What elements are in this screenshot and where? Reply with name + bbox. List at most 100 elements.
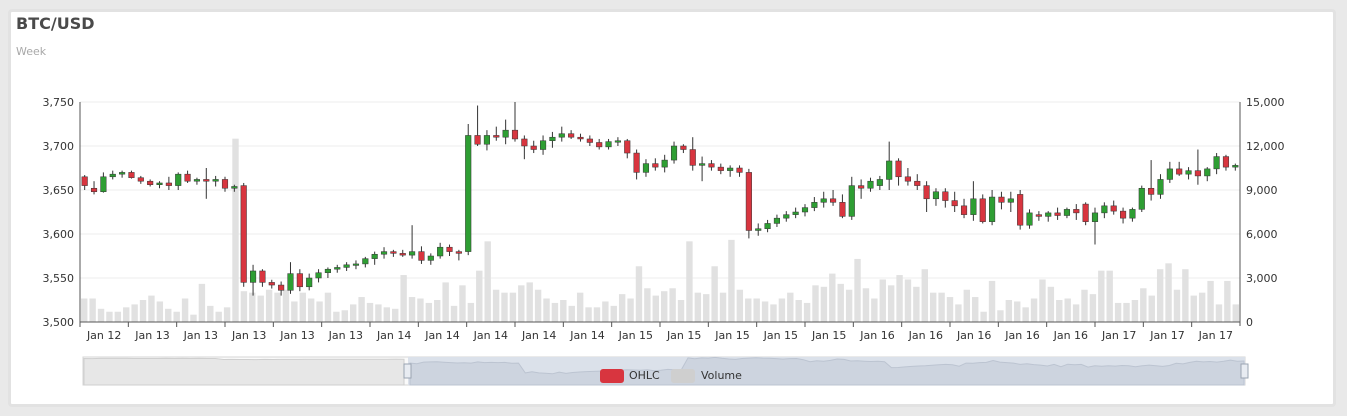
candle-body <box>979 198 986 222</box>
candle <box>876 175 883 190</box>
candle-body <box>876 179 883 186</box>
candle <box>540 135 547 155</box>
candle-body <box>558 133 565 138</box>
candle <box>315 269 322 283</box>
candle <box>867 177 874 192</box>
candle-body <box>1063 209 1070 216</box>
candle-body <box>689 149 696 166</box>
candle <box>680 144 687 154</box>
volume-bar <box>560 300 567 322</box>
volume-bar <box>1232 304 1239 322</box>
volume-bar <box>568 305 575 322</box>
volume-bar <box>181 298 189 322</box>
candle-body <box>652 163 659 168</box>
volume-bar <box>677 300 685 322</box>
candle <box>511 102 519 142</box>
y-volume-tick-label: 6,000 <box>1246 228 1278 241</box>
candle <box>371 251 378 265</box>
candle <box>586 135 593 146</box>
volume-bar <box>963 289 971 322</box>
volume-bar <box>518 285 525 322</box>
volume-bar <box>1215 304 1223 322</box>
volume-bar <box>988 280 996 322</box>
candle-body <box>858 185 865 189</box>
candle <box>1232 163 1239 171</box>
volume-bar <box>644 288 651 322</box>
candle-layer <box>81 102 1239 296</box>
candle <box>521 135 528 160</box>
candle-body <box>1185 170 1192 175</box>
candle-body <box>380 251 388 255</box>
candle-body <box>960 205 968 215</box>
navigator-right-handle[interactable] <box>1240 363 1249 379</box>
volume-bar <box>728 239 735 322</box>
candle <box>409 225 416 259</box>
candle <box>596 138 603 150</box>
navigator[interactable] <box>82 356 1249 386</box>
volume-bar <box>929 292 937 322</box>
candle-body <box>521 138 528 147</box>
x-tick-label: Jan 16 <box>1053 329 1088 342</box>
candle-body <box>614 140 621 143</box>
y-volume-tick-label: 9,000 <box>1246 184 1278 197</box>
candle <box>699 156 706 182</box>
candle-body <box>1157 179 1164 195</box>
candle <box>203 168 210 199</box>
volume-bar <box>492 289 500 322</box>
candle-body <box>240 185 247 283</box>
volume-bar <box>997 310 1004 322</box>
candle <box>820 191 827 208</box>
candle-body <box>989 196 996 222</box>
volume-bar <box>375 304 382 322</box>
candle <box>960 198 968 219</box>
navigator-left-handle[interactable] <box>403 363 412 379</box>
volume-bar <box>383 307 391 322</box>
volume-bar <box>265 289 273 322</box>
candle <box>979 194 986 224</box>
legend-item-volume[interactable]: Volume <box>671 369 742 383</box>
x-tick-label: Jan 17 <box>1198 329 1233 342</box>
legend-item-ohlc[interactable]: OHLC <box>600 369 660 383</box>
candle-body <box>455 251 462 254</box>
candle-body <box>642 163 650 173</box>
candle-body <box>596 142 603 148</box>
volume-bar <box>879 279 886 322</box>
volume-bar <box>534 289 542 322</box>
volume-bar <box>1089 294 1097 322</box>
x-tick-label: Jan 13 <box>183 329 218 342</box>
candle-body <box>203 179 210 182</box>
volume-bar <box>812 285 819 322</box>
volume-bar <box>484 241 491 322</box>
candle <box>1222 154 1230 171</box>
candle-body <box>1222 156 1230 168</box>
candle-body <box>390 251 397 254</box>
volume-bar <box>392 308 399 322</box>
candle-body <box>483 135 490 145</box>
volume-bar <box>972 297 979 322</box>
candle-body <box>306 277 313 288</box>
candle-body <box>699 163 706 166</box>
candle-body <box>502 129 509 138</box>
candle-body <box>1045 212 1052 217</box>
volume-bar <box>635 266 643 322</box>
volume-bar <box>1081 289 1088 322</box>
candle-body <box>259 270 266 283</box>
candle-body <box>783 214 790 219</box>
volume-bar <box>1098 270 1105 322</box>
volume-bar <box>198 283 206 322</box>
candle-body <box>568 133 575 138</box>
volume-bar <box>476 270 483 322</box>
candle <box>165 176 172 190</box>
navigator-series-preview <box>83 357 405 386</box>
candle-body <box>315 272 322 279</box>
volume-bar <box>694 292 702 322</box>
volume-bar <box>778 298 786 322</box>
candle <box>343 262 350 271</box>
candle <box>1148 160 1155 201</box>
axis-layer: 3,500 0 3,550 3,000 3,600 6,000 3,650 9,000 3,70… <box>43 96 1285 342</box>
candle-body <box>1101 205 1108 214</box>
candle <box>989 190 996 226</box>
x-tick-label: Jan 15 <box>811 329 846 342</box>
y-price-tick-label: 3,550 <box>43 272 75 285</box>
